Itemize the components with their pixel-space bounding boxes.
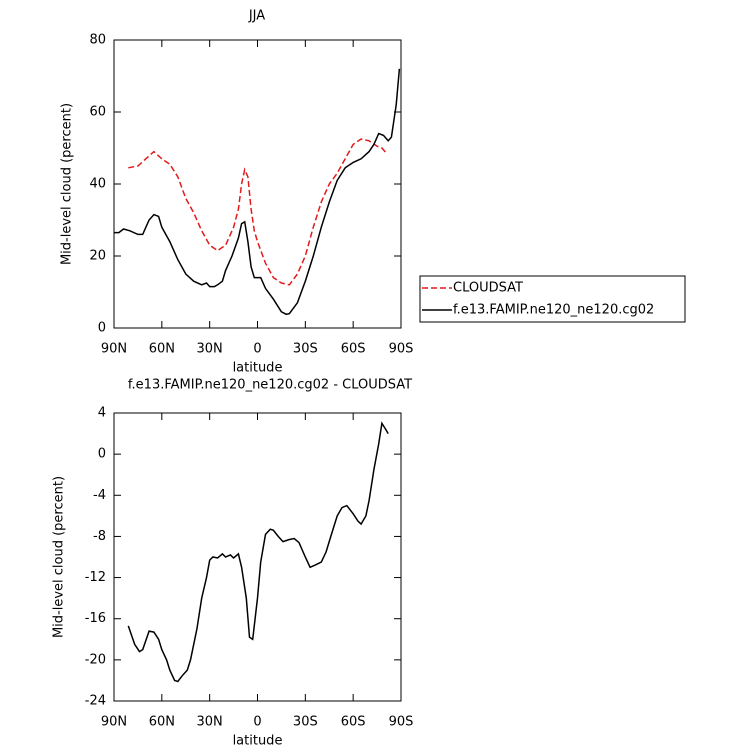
y-tick-label: -12 <box>85 570 106 585</box>
x-tick-label: 90S <box>389 715 414 730</box>
y-tick-label: -16 <box>85 611 106 626</box>
chart-title: f.e13.FAMIP.ne120_ne120.cg02 - CLOUDSAT <box>128 378 412 393</box>
x-tick-label: 30N <box>197 342 223 357</box>
y-tick-label: -20 <box>85 652 106 667</box>
chart-title: JJA <box>248 9 265 24</box>
x-axis-label: latitude <box>233 734 283 749</box>
y-tick-label: 4 <box>98 406 106 421</box>
y-axis-label: Mid-level cloud (percent) <box>60 103 75 265</box>
y-tick-label: -24 <box>85 694 106 709</box>
y-tick-label: 0 <box>98 447 106 462</box>
x-tick-label: 90N <box>101 715 127 730</box>
plot-frame <box>113 412 402 702</box>
x-tick-label: 30N <box>197 715 223 730</box>
x-tick-label: 30S <box>293 342 318 357</box>
x-tick-label: 0 <box>253 342 261 357</box>
x-tick-label: 90S <box>389 342 414 357</box>
y-tick-label: 60 <box>89 105 106 120</box>
y-tick-label: 20 <box>89 249 106 264</box>
plot-frame <box>113 39 402 329</box>
legend-label: f.e13.FAMIP.ne120_ne120.cg02 <box>453 303 654 318</box>
y-tick-label: 0 <box>98 321 106 336</box>
x-tick-label: 60N <box>149 715 175 730</box>
legend-box <box>419 275 686 323</box>
x-axis-label: latitude <box>233 361 283 376</box>
x-tick-label: 30S <box>293 715 318 730</box>
legend-label: CLOUDSAT <box>453 281 523 296</box>
x-tick-label: 0 <box>253 715 261 730</box>
data-line <box>128 138 388 286</box>
x-tick-label: 90N <box>101 342 127 357</box>
y-tick-label: 80 <box>89 33 106 48</box>
data-line <box>114 68 401 316</box>
x-tick-label: 60S <box>341 715 366 730</box>
data-line <box>127 421 389 683</box>
x-tick-label: 60N <box>149 342 175 357</box>
y-axis-label: Mid-level cloud (percent) <box>52 476 67 638</box>
y-tick-label: -4 <box>93 488 106 503</box>
x-tick-label: 60S <box>341 342 366 357</box>
y-tick-label: 40 <box>89 177 106 192</box>
y-tick-label: -8 <box>93 529 106 544</box>
